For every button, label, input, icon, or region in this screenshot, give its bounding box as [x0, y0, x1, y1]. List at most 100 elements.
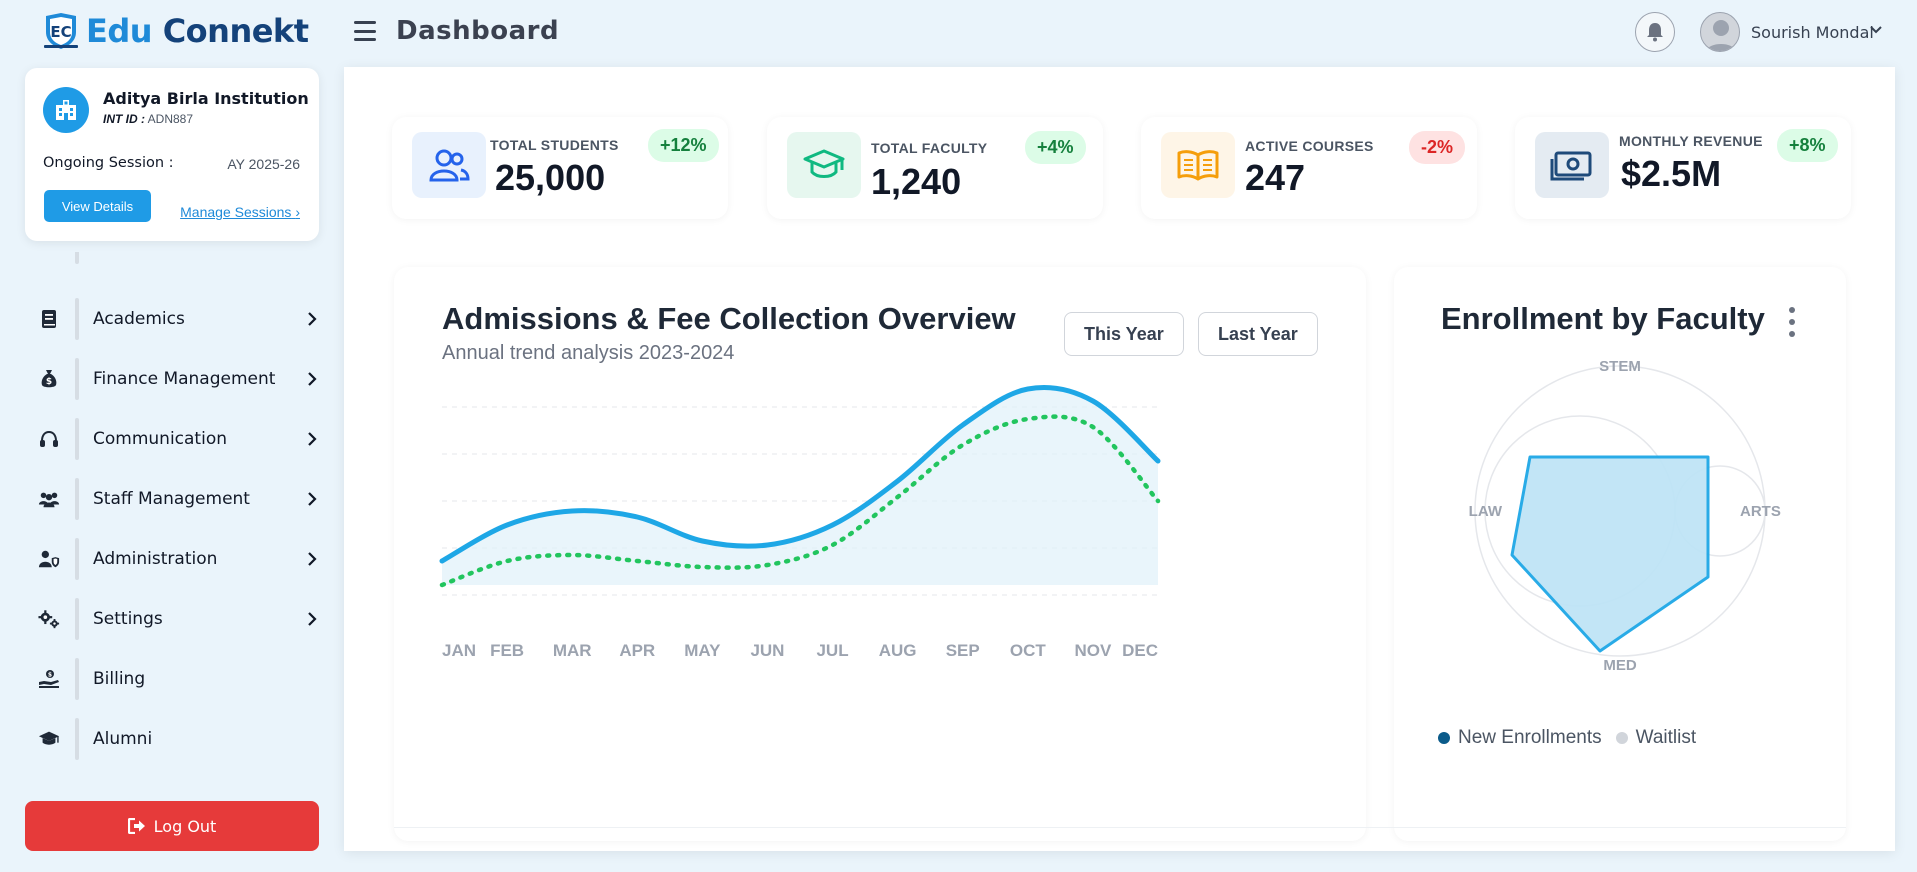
x-tick-label: APR [619, 641, 655, 660]
sidebar-separator [75, 418, 79, 460]
chevron-right-icon: › [295, 204, 300, 220]
institution-building-icon [43, 87, 89, 133]
stat-change-badge: -2% [1409, 131, 1466, 164]
institution-card: Aditya Birla Institution INT ID : ADN887… [25, 68, 319, 241]
x-tick-label: JUL [816, 641, 848, 660]
chevron-right-icon [308, 312, 317, 326]
legend-item-waitlist[interactable]: Waitlist [1615, 727, 1696, 749]
sidebar-item-staff-management[interactable]: Staff Management [0, 474, 320, 524]
menu-toggle-icon[interactable] [354, 21, 376, 41]
institution-id-label: INT ID : [103, 112, 145, 126]
stat-change-badge: +12% [648, 129, 719, 162]
x-tick-label: DEC [1122, 641, 1158, 660]
chart-subtitle: Annual trend analysis 2023-2024 [442, 342, 735, 364]
user-name[interactable]: Sourish Mondal [1751, 23, 1874, 42]
admissions-line-chart: JAN FEB MAR APR MAY JUN JUL AUG SEP OCT NOV DEC [439, 385, 1161, 660]
stat-change-badge: +4% [1025, 131, 1086, 164]
stat-card-monthly-revenue: MONTHLY REVENUE $2.5M +8% [1515, 117, 1851, 219]
headphones-icon [38, 428, 60, 450]
open-book-icon [1161, 132, 1235, 198]
graduation-cap-icon [787, 132, 861, 198]
x-tick-label: OCT [1010, 641, 1046, 660]
sidebar-item-label: Alumni [93, 729, 153, 749]
stat-value: 1,240 [871, 161, 962, 202]
x-tick-label: JAN [442, 641, 476, 660]
chevron-right-icon [308, 492, 317, 506]
radar-axis-label: STEM [1599, 358, 1641, 375]
gears-icon [38, 608, 60, 630]
chevron-right-icon [308, 432, 317, 446]
chart-legend: New Enrollments Waitlist [1438, 727, 1696, 749]
series-line-dotted [439, 414, 1161, 588]
logout-label: Log Out [153, 816, 217, 836]
stat-value: 25,000 [495, 157, 606, 198]
radar-axis-label: MED [1603, 657, 1637, 674]
sidebar-item-communication[interactable]: Communication [0, 414, 320, 464]
svg-text:EC: EC [50, 23, 71, 41]
manage-sessions-link[interactable]: Manage Sessions › [180, 204, 300, 220]
sidebar-item-administration[interactable]: Administration [0, 534, 320, 584]
session-value: AY 2025-26 [227, 156, 300, 172]
sidebar-item-academics[interactable]: Academics [0, 294, 320, 344]
stat-label: MONTHLY REVENUE [1619, 133, 1763, 149]
logo-text-part2: Connekt [152, 12, 309, 50]
chart-title: Enrollment by Faculty [1441, 301, 1765, 336]
sidebar-item-finance-management[interactable]: $ Finance Management [0, 354, 320, 404]
sidebar-item-alumni[interactable]: Alumni [0, 714, 320, 764]
page-title: Dashboard [396, 16, 560, 46]
x-tick-label: SEP [946, 641, 980, 660]
user-shield-icon [38, 548, 60, 570]
last-year-button[interactable]: Last Year [1198, 312, 1318, 356]
chevron-right-icon [308, 612, 317, 626]
stat-label: ACTIVE COURSES [1245, 138, 1374, 154]
more-options-icon[interactable] [1784, 307, 1800, 337]
main-content: TOTAL STUDENTS 25,000 +12% TOTAL FACULTY… [344, 67, 1895, 851]
institution-id: INT ID : ADN887 [103, 112, 193, 126]
sidebar-item-settings[interactable]: Settings [0, 594, 320, 644]
logo-text: Edu Connekt [86, 12, 309, 50]
manage-sessions-label: Manage Sessions [180, 204, 292, 220]
sidebar-separator [75, 598, 79, 640]
x-tick-label: MAY [684, 641, 721, 660]
legend-swatch [1615, 732, 1628, 744]
enrollment-radar-chart: STEM ARTS MED LAW [1469, 358, 1781, 674]
radar-axis-label: ARTS [1740, 503, 1781, 520]
stat-value: 247 [1245, 157, 1306, 198]
chevron-down-icon[interactable] [1869, 22, 1883, 38]
sidebar-item-label: Administration [93, 549, 218, 569]
admissions-chart-card: Admissions & Fee Collection Overview Ann… [394, 267, 1366, 841]
chevron-right-icon [308, 552, 317, 566]
stat-change-badge: +8% [1777, 129, 1838, 162]
chart-title: Admissions & Fee Collection Overview [442, 301, 1016, 336]
sidebar-item-hidden[interactable] [0, 252, 320, 274]
legend-label: New Enrollments [1458, 727, 1602, 748]
sidebar-separator [75, 252, 79, 264]
logout-icon [127, 818, 145, 834]
legend-item-new-enrollments[interactable]: New Enrollments [1438, 727, 1602, 749]
sidebar-item-label: Billing [93, 669, 146, 689]
logout-button[interactable]: Log Out [25, 801, 319, 851]
logo-mark-icon: EC [44, 13, 78, 49]
sidebar-separator [75, 298, 79, 340]
avatar[interactable] [1700, 12, 1740, 52]
series-line-solid [439, 385, 1161, 564]
sidebar-item-label: Academics [93, 309, 185, 329]
radar-series-shape [1510, 455, 1710, 653]
sidebar-separator [75, 478, 79, 520]
notifications-button[interactable] [1635, 12, 1675, 52]
stat-label: TOTAL STUDENTS [490, 137, 619, 153]
app-logo[interactable]: EC Edu Connekt [42, 12, 309, 50]
hand-coin-icon: $ [38, 668, 60, 690]
sidebar-item-billing[interactable]: $ Billing [0, 654, 320, 704]
view-details-button[interactable]: View Details [44, 190, 151, 222]
this-year-button[interactable]: This Year [1064, 312, 1184, 356]
stat-card-total-students: TOTAL STUDENTS 25,000 +12% [392, 117, 728, 219]
sidebar-separator [75, 358, 79, 400]
users-group-icon [38, 488, 60, 510]
chevron-right-icon [308, 372, 317, 386]
institution-name: Aditya Birla Institution [103, 89, 309, 108]
stat-label: TOTAL FACULTY [871, 140, 988, 156]
session-label: Ongoing Session : [43, 155, 174, 171]
x-tick-label: AUG [879, 641, 917, 660]
svg-text:$: $ [48, 672, 52, 679]
